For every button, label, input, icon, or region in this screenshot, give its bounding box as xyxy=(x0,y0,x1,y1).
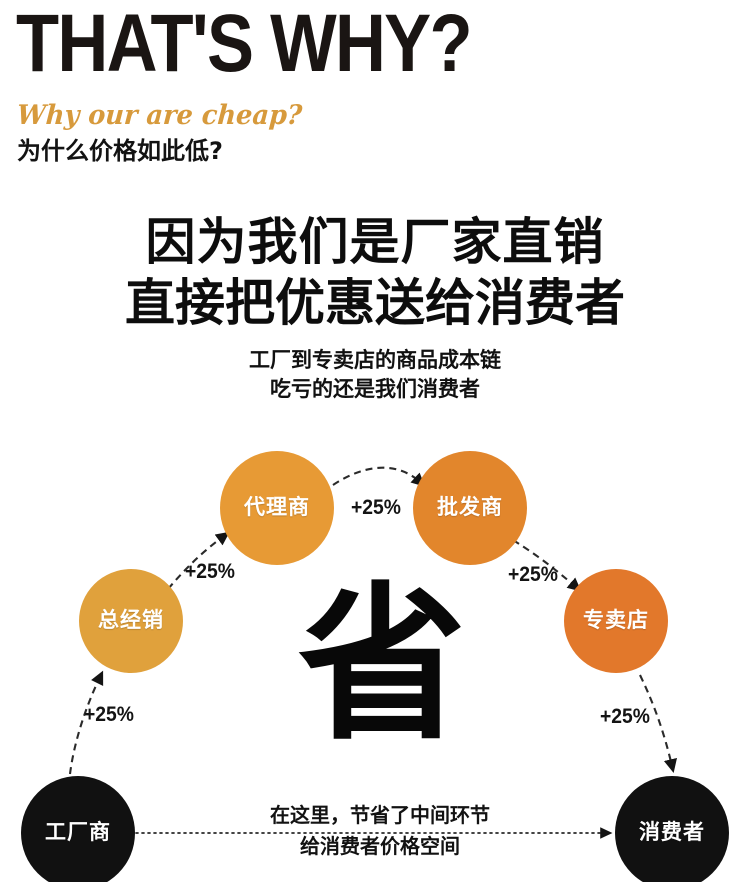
page-title: THAT'S WHY? xyxy=(16,0,473,89)
arrow-store-to-consumer xyxy=(639,674,678,773)
node-agent[interactable]: 代理商 xyxy=(220,451,334,565)
page-subtitle-cn: 为什么价格如此低? xyxy=(17,137,223,165)
supply-chain-diagram: 工厂商 总经销 代理商 批发商专卖店消费者 +25% +25% +25% +25% +25% xyxy=(0,430,750,882)
markup-label-wholesaler-to-store: +25% xyxy=(508,563,558,586)
arrow-factory-to-distributor xyxy=(68,670,104,775)
node-label-wholesaler: 批发商 xyxy=(437,494,503,519)
subheadline: 工厂到专卖店的商品成本链 吃亏的还是我们消费者 xyxy=(0,346,750,404)
node-label-consumer: 消费者 xyxy=(639,819,705,844)
node-label-agent: 代理商 xyxy=(244,494,310,519)
center-note: 在这里，节省了中间环节 给消费者价格空间 xyxy=(170,800,590,862)
node-label-factory: 工厂商 xyxy=(45,819,111,844)
arrow-agent-to-wholesaler xyxy=(332,466,426,487)
arrow-distributor-to-agent xyxy=(167,531,230,590)
page-subtitle-script: Why our are cheap? xyxy=(15,100,304,131)
node-wholesaler[interactable]: 批发商 xyxy=(413,451,527,565)
node-consumer[interactable]: 消费者 xyxy=(615,776,729,882)
node-store[interactable]: 专卖店 xyxy=(564,569,668,673)
markup-label-distributor-to-agent: +25% xyxy=(185,560,235,583)
center-note-line-1: 在这里，节省了中间环节 xyxy=(270,803,490,827)
markup-label-store-to-consumer: +25% xyxy=(600,705,650,728)
subheadline-line-2: 吃亏的还是我们消费者 xyxy=(270,377,480,401)
diagram-connectors xyxy=(68,466,678,839)
markup-label-factory-to-distributor: +25% xyxy=(84,703,134,726)
subheadline-line-1: 工厂到专卖店的商品成本链 xyxy=(249,348,501,372)
markup-label-agent-to-wholesaler: +25% xyxy=(351,496,401,519)
center-note-line-2: 给消费者价格空间 xyxy=(300,834,460,858)
headline: 因为我们是厂家直销 直接把优惠送给消费者 xyxy=(0,212,750,334)
headline-line-1: 因为我们是厂家直销 xyxy=(145,213,605,271)
node-label-store: 专卖店 xyxy=(583,607,649,632)
node-factory[interactable]: 工厂商 xyxy=(21,776,135,882)
node-distributor[interactable]: 总经销 xyxy=(79,569,183,673)
arrow-wholesaler-to-store xyxy=(512,539,582,592)
headline-line-2: 直接把优惠送给消费者 xyxy=(125,274,625,332)
node-label-distributor: 总经销 xyxy=(98,607,164,632)
center-save-character: 省 xyxy=(298,567,466,763)
